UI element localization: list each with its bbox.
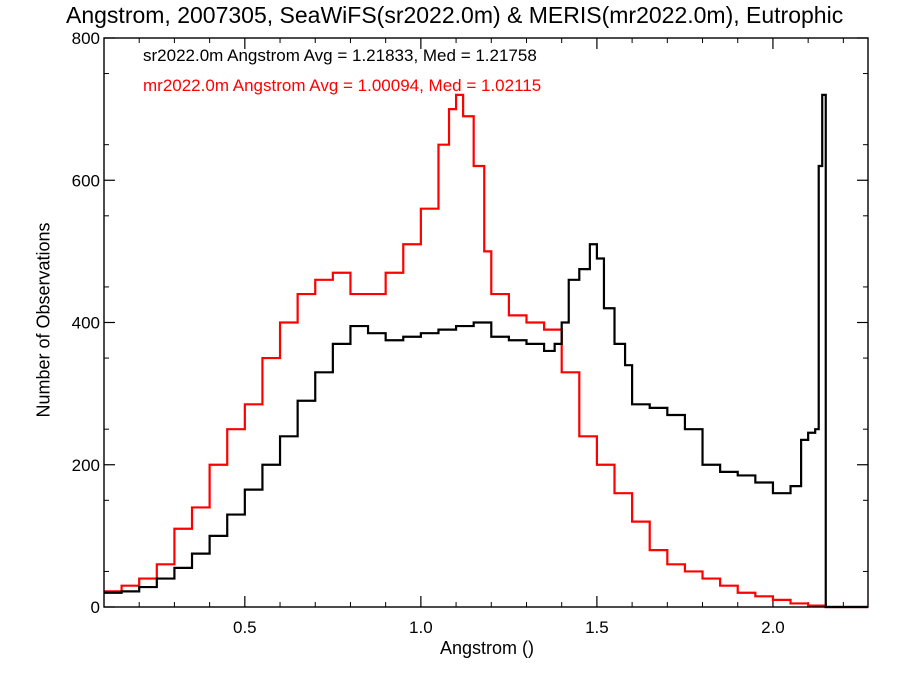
y-tick-label: 600 bbox=[72, 171, 100, 190]
annotation-mr-stats: mr2022.0m Angstrom Avg = 1.00094, Med = … bbox=[143, 76, 542, 95]
series-layer bbox=[104, 93, 868, 609]
series-line-sr2022.0m bbox=[104, 93, 868, 609]
chart-title: Angstrom, 2007305, SeaWiFS(sr2022.0m) & … bbox=[66, 2, 844, 28]
series-line-mr2022.0m bbox=[104, 93, 868, 609]
annotation-sr-stats: sr2022.0m Angstrom Avg = 1.21833, Med = … bbox=[143, 46, 537, 65]
x-tick-label: 0.5 bbox=[233, 618, 257, 637]
plot-frame bbox=[103, 37, 869, 608]
y-tick-label: 0 bbox=[91, 598, 100, 617]
tick-labels: 0.5 1.0 1.5 2.0 0 200 400 600 800 bbox=[72, 29, 785, 637]
y-tick-label: 400 bbox=[72, 314, 100, 333]
y-tick-label: 200 bbox=[72, 456, 100, 475]
x-tick-label: 2.0 bbox=[761, 618, 785, 637]
y-axis-label: Number of Observations bbox=[33, 222, 54, 418]
x-tick-label: 1.0 bbox=[409, 618, 433, 637]
y-tick-label: 800 bbox=[72, 29, 100, 48]
x-axis-label: Angstrom () bbox=[439, 638, 535, 658]
x-tick-label: 1.5 bbox=[585, 618, 609, 637]
